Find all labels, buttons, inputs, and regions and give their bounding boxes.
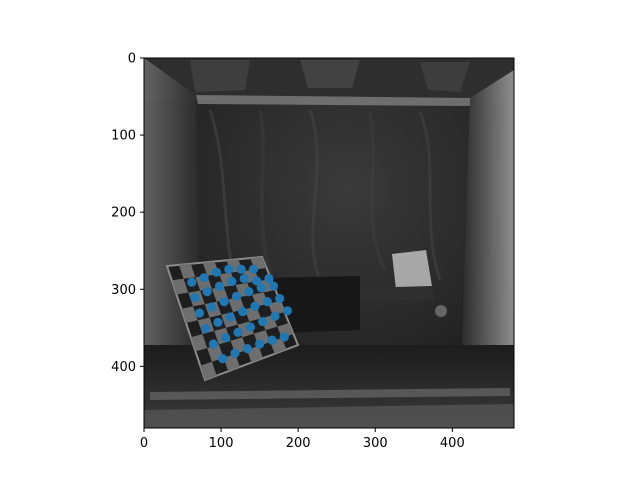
- data-point: [236, 264, 246, 274]
- data-point: [201, 324, 211, 334]
- data-point: [187, 277, 197, 287]
- x-tick-label: 400: [440, 436, 465, 451]
- checker-square: [171, 278, 189, 295]
- axes-frame: [143, 57, 515, 429]
- data-point: [207, 302, 217, 312]
- data-point: [256, 283, 266, 293]
- data-point: [270, 311, 280, 321]
- data-point: [268, 281, 279, 291]
- checker-square: [223, 353, 240, 372]
- data-point: [219, 297, 229, 307]
- y-tick-label: 0: [128, 52, 136, 67]
- data-point: [214, 281, 225, 291]
- x-tick-label: 0: [140, 436, 148, 451]
- x-tick-label: 300: [363, 436, 388, 451]
- checker-square: [200, 361, 217, 380]
- data-point: [267, 335, 277, 345]
- data-point: [190, 293, 200, 303]
- x-axis: 0 100 200 300 400: [140, 428, 465, 451]
- data-point: [248, 264, 259, 274]
- data-point: [238, 307, 248, 317]
- y-tick-label: 300: [111, 283, 136, 298]
- x-tick-label: 100: [209, 436, 234, 451]
- data-point: [239, 273, 249, 284]
- data-point: [258, 317, 268, 327]
- data-point: [225, 312, 235, 322]
- data-point: [244, 287, 254, 297]
- data-point: [264, 273, 274, 284]
- checker-square: [268, 301, 285, 316]
- data-point: [208, 339, 218, 349]
- x-tick-label: 200: [286, 436, 311, 451]
- checker-square: [178, 263, 196, 279]
- data-point: [262, 297, 272, 307]
- data-point: [213, 317, 223, 327]
- data-point: [227, 276, 237, 287]
- data-point: [230, 348, 240, 358]
- y-tick-label: 200: [111, 206, 136, 221]
- scatter-series: [187, 264, 292, 364]
- data-point: [218, 354, 228, 364]
- data-point: [245, 322, 255, 332]
- data-point: [199, 273, 209, 283]
- data-point: [231, 291, 242, 301]
- data-point: [255, 339, 265, 349]
- data-point: [275, 293, 285, 304]
- data-point: [221, 333, 231, 343]
- data-point: [211, 267, 222, 277]
- data-point: [202, 287, 212, 297]
- y-tick-label: 400: [111, 360, 136, 375]
- data-point: [224, 264, 234, 274]
- data-point: [194, 308, 205, 318]
- background-image: [144, 58, 514, 428]
- data-point: [250, 301, 260, 311]
- checker-square: [181, 306, 198, 323]
- data-point: [279, 332, 289, 342]
- y-tick-label: 100: [111, 129, 136, 144]
- data-point: [242, 344, 252, 354]
- y-axis: 0 100 200 300 400: [111, 52, 144, 375]
- checker-square: [190, 334, 208, 352]
- data-point: [251, 276, 262, 286]
- data-point: [233, 327, 243, 337]
- data-point: [282, 306, 292, 316]
